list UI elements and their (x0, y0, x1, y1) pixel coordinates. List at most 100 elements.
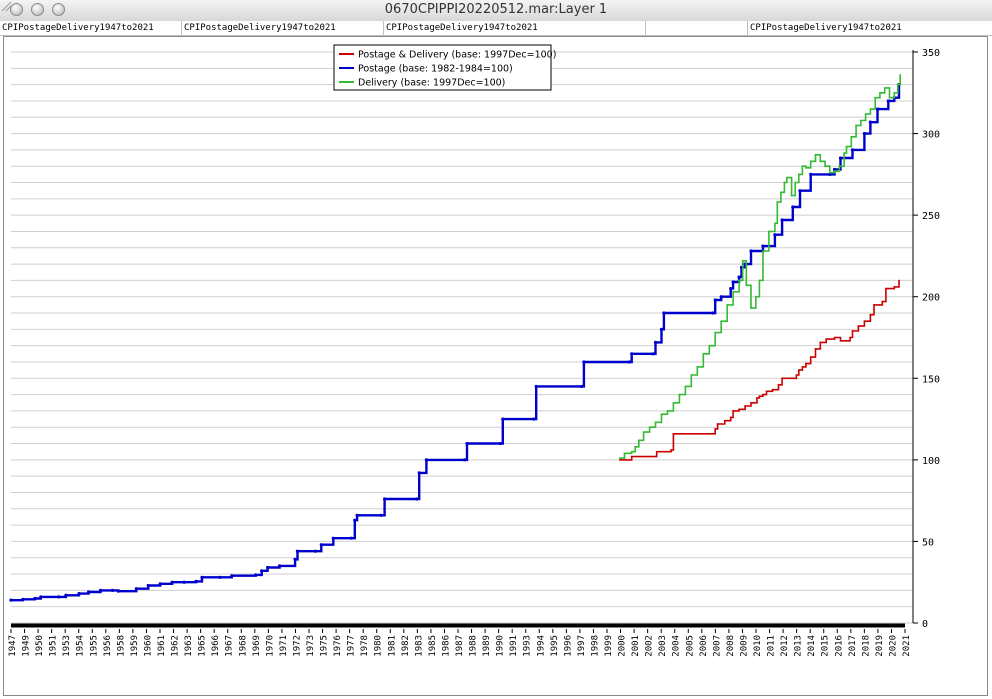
y-tick-label: 250 (922, 211, 940, 222)
minimize-window-button[interactable] (31, 3, 44, 16)
data-point (849, 336, 851, 339)
x-tick-label: 2012 (780, 635, 790, 657)
data-point (723, 419, 726, 422)
data-point (702, 353, 705, 355)
x-tick-label: 1965 (198, 635, 208, 657)
x-tick-label: 1994 (536, 635, 546, 657)
data-point (200, 575, 204, 579)
legend: Postage & Delivery (base: 1997Dec=100) Po… (333, 44, 556, 91)
data-point (825, 338, 828, 340)
window-title: 0670CPIPPI20220512.mar:Layer 1 (384, 2, 608, 17)
data-point (798, 189, 802, 193)
data-point (331, 536, 335, 540)
data-point (655, 450, 658, 453)
data-point (39, 595, 43, 599)
data-point (898, 279, 900, 282)
data-point (731, 280, 735, 284)
data-point (868, 120, 872, 124)
resize-grip-icon[interactable] (0, 0, 12, 12)
data-point (170, 580, 174, 584)
x-tick-label: 1976 (333, 635, 343, 657)
data-point (893, 286, 896, 288)
data-point (708, 344, 711, 347)
x-tick-label: 1973 (306, 635, 316, 657)
data-point (773, 233, 777, 237)
data-point (627, 360, 631, 364)
data-point (732, 410, 734, 412)
data-point (857, 325, 860, 327)
x-tick-label: 1981 (387, 635, 397, 657)
layer-tab[interactable]: CPIPostageDelivery1947to2021 (384, 21, 646, 35)
x-tick-label: 2010 (753, 635, 763, 657)
legend-label: Postage & Delivery (base: 1997Dec=100) (358, 50, 556, 61)
data-point (313, 549, 317, 553)
data-point (719, 295, 723, 299)
data-point (218, 575, 222, 579)
data-point (875, 107, 880, 111)
data-point (776, 201, 779, 203)
data-point (684, 385, 687, 388)
data-point (774, 222, 776, 225)
layer-tab[interactable]: CPIPostageDelivery1947to2021 (750, 23, 902, 33)
x-tick-label: 1995 (550, 635, 560, 657)
data-point (462, 458, 467, 462)
data-point (899, 74, 902, 76)
plot-frame (3, 36, 988, 696)
data-point (795, 374, 798, 376)
data-point (801, 165, 804, 167)
data-point (182, 580, 186, 584)
legend-label: Delivery (base: 1997Dec=100) (358, 78, 505, 89)
data-point (98, 588, 103, 592)
data-point (672, 401, 675, 404)
data-point (116, 589, 121, 593)
zoom-window-button[interactable] (52, 3, 65, 16)
x-tick-label: 1993 (523, 635, 533, 657)
x-tick-label: 1959 (130, 635, 140, 657)
series-line (619, 74, 901, 459)
data-point (791, 205, 795, 209)
data-point (761, 244, 765, 248)
x-tick-label: 1989 (482, 635, 492, 657)
data-point (873, 304, 875, 306)
data-point (874, 96, 876, 99)
data-point (801, 366, 804, 368)
data-point (732, 291, 734, 293)
data-point (814, 153, 817, 156)
data-point (790, 194, 793, 197)
data-point (618, 459, 621, 461)
data-point (814, 348, 817, 350)
x-tick-label: 1972 (292, 635, 302, 657)
data-point (678, 393, 681, 396)
data-point (883, 87, 886, 89)
data-point (319, 543, 323, 547)
x-tick-label: 1967 (225, 635, 235, 657)
x-tick-label: 1971 (279, 635, 289, 657)
data-point (897, 83, 899, 86)
layer-tab[interactable]: CPIPostageDelivery1947to2021 (182, 21, 384, 35)
close-window-button[interactable] (10, 3, 23, 16)
data-point (888, 96, 891, 99)
data-point (579, 384, 584, 389)
data-point (729, 286, 733, 291)
x-tick-label: 2007 (712, 635, 722, 657)
layer-tab[interactable]: CPIPostageDelivery1947to2021 (0, 21, 182, 35)
y-tick-label: 0 (922, 619, 928, 630)
data-point (654, 421, 657, 424)
x-tick-label: 1963 (184, 635, 194, 657)
x-tick-label: 1956 (103, 635, 113, 657)
data-point (860, 119, 862, 122)
data-point (794, 181, 796, 184)
x-tick-label: 1955 (89, 635, 99, 657)
data-point (750, 401, 752, 404)
data-point (713, 298, 717, 302)
y-tick-label: 100 (922, 456, 940, 467)
data-point (829, 171, 831, 174)
layer-tab[interactable] (646, 21, 748, 35)
y-tick-label: 300 (922, 130, 940, 141)
data-point (146, 583, 150, 588)
data-point (838, 165, 841, 167)
data-point (353, 518, 357, 522)
data-point (809, 172, 813, 176)
x-tick-label: 1953 (62, 635, 72, 657)
x-tick-label: 2020 (888, 635, 898, 657)
